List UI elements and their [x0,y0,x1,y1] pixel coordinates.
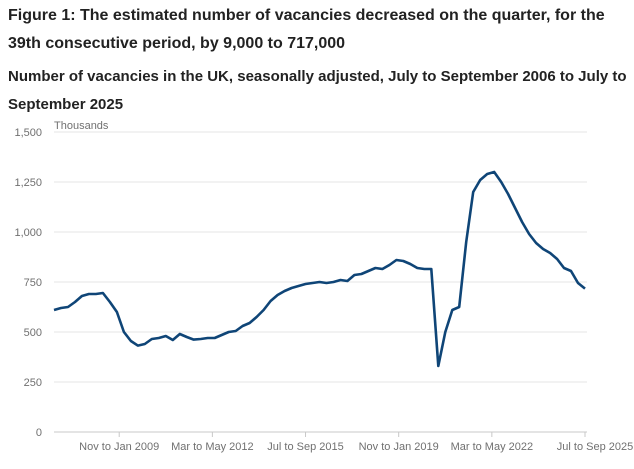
chart-subtitle: Number of vacancies in the UK, seasonall… [8,68,627,113]
vacancies-line [53,170,586,368]
y-tick-label: 500 [24,327,42,339]
y-tick-label: 1,250 [14,177,42,189]
y-tick-label: 0 [36,427,42,439]
y-axis-label: Thousands [54,120,109,132]
data-points [53,171,586,367]
x-tick-label: Mar to May 2022 [451,441,534,453]
y-tick-label: 1,000 [14,227,42,239]
x-tick-label: Jul to Sep 2015 [267,441,343,453]
y-tick-label: 250 [24,377,42,389]
x-tick-label: Nov to Jan 2009 [79,441,159,453]
chart-title: Figure 1: The estimated number of vacanc… [8,7,605,52]
y-tick-label: 750 [24,277,42,289]
x-tick-label: Nov to Jan 2019 [359,441,439,453]
x-tick-label: Jul to Sep 2025 [557,441,633,453]
x-tick-label: Mar to May 2012 [171,441,254,453]
y-tick-label: 1,500 [14,127,42,139]
